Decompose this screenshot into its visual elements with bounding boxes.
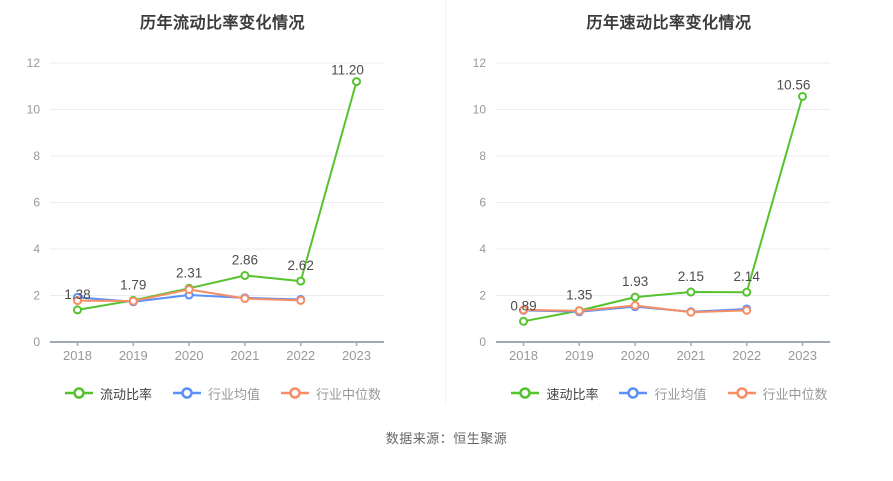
x-tick-label: 2018 [63,348,92,363]
legend-marker-icon [727,387,756,399]
chart-current-ratio: 历年流动比率变化情况 0 2 4 6 8 10 12 2018 2019 2020 2021 2022… [0,0,446,404]
y-tick-label: 10 [473,103,487,117]
data-point-行业中位数 [128,296,138,306]
y-tick-label: 6 [33,196,40,210]
legend-current-ratio: 流动比率 行业均值 行业中位数 [0,382,445,404]
chart-quick-ratio: 历年速动比率变化情况 0 2 4 6 8 10 12 2018 2019 2020 2021 2022… [446,0,892,404]
legend-item-速动比率: 速动比率 [510,384,598,403]
x-tick-label: 2020 [621,348,650,363]
data-label: 2.62 [288,258,314,273]
data-point-速动比率 [519,316,528,326]
legend-marker-icon [64,387,93,399]
chart-title-current-ratio: 历年流动比率变化情况 [139,15,305,32]
legend-ring [735,387,748,399]
legend-item-行业中位数: 行业中位数 [727,384,828,403]
legend-marker-icon [619,387,648,399]
x-tick-label: 2023 [342,348,371,363]
data-label: 10.56 [777,77,811,92]
legend-label: 行业均值 [207,386,260,402]
y-tick-label: 12 [473,56,487,70]
x-tick-label: 2021 [676,348,705,363]
line-chart-quick-ratio: 0 2 4 6 8 10 12 2018 2019 2020 2021 2022 2023 0.89 1.3… [473,56,830,363]
data-label: 1.79 [120,277,146,292]
data-point-速动比率 [630,292,640,302]
legend-label: 行业均值 [654,386,707,402]
legend-item-流动比率: 流动比率 [64,384,152,403]
y-tick-label: 2 [33,289,40,303]
data-label: 1.35 [566,288,592,303]
data-point-流动比率 [240,271,250,281]
data-label: 2.14 [734,269,761,284]
y-tick-label: 0 [479,335,486,349]
chart-title-quick-ratio: 历年速动比率变化情况 [586,15,752,32]
data-point-速动比率 [686,287,696,297]
x-tick-label: 2018 [509,348,538,363]
legend-item-行业均值: 行业均值 [618,384,707,403]
data-point-流动比率 [296,276,306,286]
x-tick-label: 2019 [565,348,594,363]
x-tick-label: 2020 [175,348,204,363]
legend-ring [519,387,532,399]
x-tick-label: 2019 [119,348,148,363]
data-point-速动比率 [742,287,752,297]
data-label: 2.15 [678,269,704,284]
legend-marker-icon [511,387,540,399]
data-point-流动比率 [352,77,361,87]
y-tick-label: 4 [479,242,486,256]
data-point-行业中位数 [574,306,584,316]
data-point-速动比率 [798,91,807,101]
data-label: 1.38 [64,287,90,302]
data-label: 2.31 [176,265,202,280]
data-point-行业中位数 [630,300,640,310]
data-label: 0.89 [510,298,536,313]
legend-label: 流动比率 [99,386,152,402]
y-tick-label: 0 [33,335,40,349]
legend-ring [73,387,85,399]
legend-item-行业均值: 行业均值 [172,384,260,403]
legend-ring [181,387,193,399]
x-tick-label: 2022 [732,348,761,363]
legend-item-行业中位数: 行业中位数 [280,384,381,403]
legend-marker-icon [172,387,201,399]
data-point-行业中位数 [519,305,528,315]
y-tick-label: 8 [33,149,40,163]
legend-marker-icon [281,387,309,399]
x-tick-label: 2022 [286,348,315,363]
y-tick-label: 6 [479,196,486,210]
data-point-行业中位数 [240,294,250,304]
data-label: 2.86 [232,253,258,268]
x-tick-label: 2021 [230,348,259,363]
data-point-行业中位数 [184,284,194,294]
charts-row: 历年流动比率变化情况 0 2 4 6 8 10 12 2018 2019 2020 2021 2022… [0,0,892,404]
data-label: 1.93 [622,274,648,289]
legend-ring [627,387,640,399]
data-point-行业中位数 [296,295,306,305]
legend-ring [289,387,301,399]
data-point-行业中位数 [73,296,82,306]
y-tick-label: 4 [33,242,40,256]
data-label: 11.20 [331,63,364,78]
y-tick-label: 10 [27,103,41,117]
y-tick-label: 12 [27,56,41,70]
legend-label: 速动比率 [546,386,599,402]
legend-label: 行业中位数 [762,386,828,402]
data-point-行业中位数 [686,307,696,317]
legend-label: 行业中位数 [316,386,382,402]
data-point-行业中位数 [742,305,752,315]
line-chart-current-ratio: 0 2 4 6 8 10 12 2018 2019 2020 2021 2022 2023 1.38 1.7… [27,56,384,363]
data-source-note: 数据来源：恒生聚源 [385,431,508,446]
legend-quick-ratio: 速动比率 行业均值 行业中位数 [446,382,892,404]
data-point-流动比率 [73,305,82,315]
series-line-流动比率 [76,80,358,311]
x-tick-label: 2023 [788,348,817,363]
y-tick-label: 8 [479,149,486,163]
y-tick-label: 2 [479,289,486,303]
